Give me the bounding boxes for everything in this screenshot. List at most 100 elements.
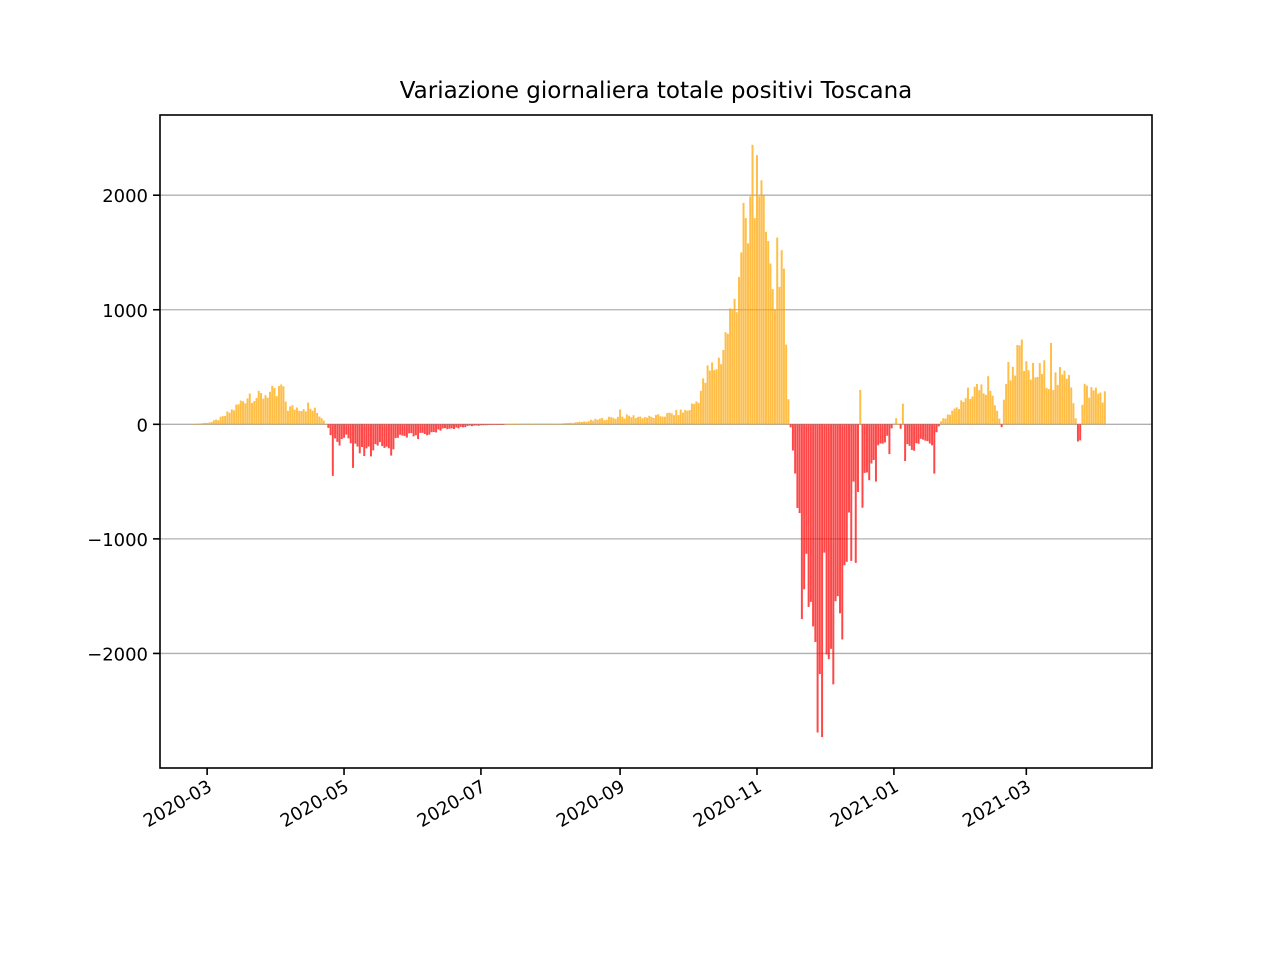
bar <box>383 424 386 448</box>
bar <box>704 382 707 425</box>
bar <box>295 407 298 425</box>
bar <box>870 424 873 464</box>
bar <box>358 424 361 454</box>
bar <box>363 424 366 457</box>
bar <box>215 419 218 425</box>
bar <box>982 393 985 425</box>
bar <box>906 424 909 445</box>
bar <box>668 412 671 425</box>
bar <box>226 411 229 425</box>
bar <box>392 424 395 450</box>
bar <box>722 349 725 425</box>
bar <box>1097 393 1100 425</box>
bar <box>470 424 473 427</box>
bar <box>960 400 963 425</box>
bar <box>307 402 310 425</box>
bar <box>785 344 788 425</box>
bar <box>816 424 819 733</box>
bar <box>742 202 745 425</box>
bar <box>493 424 496 425</box>
bar <box>1016 345 1019 425</box>
bar <box>807 424 810 607</box>
bar <box>309 408 312 425</box>
bar <box>479 424 482 426</box>
bar <box>922 424 925 440</box>
bar <box>251 402 254 425</box>
bar <box>724 332 727 425</box>
bar <box>513 424 516 425</box>
bar <box>839 424 842 614</box>
bar <box>1063 370 1066 425</box>
bar <box>648 415 651 425</box>
bar <box>901 403 904 425</box>
bar <box>852 424 855 482</box>
bar <box>399 424 402 435</box>
bar <box>284 401 287 425</box>
bar <box>803 424 806 590</box>
bar <box>280 384 283 425</box>
bar <box>890 424 893 429</box>
bar <box>854 424 857 563</box>
bar <box>477 424 480 426</box>
bar <box>1092 390 1095 425</box>
bar <box>1023 370 1026 425</box>
bar <box>1000 424 1003 428</box>
bar <box>603 420 606 425</box>
bar <box>576 422 579 425</box>
bar <box>740 252 743 425</box>
bar <box>352 424 355 468</box>
bar <box>834 424 837 602</box>
bar <box>634 418 637 425</box>
bar <box>904 424 907 461</box>
bar <box>361 424 363 447</box>
bar <box>825 424 828 655</box>
bar <box>419 424 422 433</box>
bar <box>859 389 862 425</box>
bar <box>821 424 824 738</box>
bar <box>340 424 343 439</box>
bar <box>989 390 992 425</box>
bar <box>462 424 464 428</box>
bar <box>616 416 619 425</box>
bar <box>212 420 215 425</box>
bar <box>798 424 801 514</box>
bar <box>1050 342 1052 425</box>
bar <box>549 423 552 425</box>
bar <box>702 378 705 425</box>
bar <box>610 417 613 425</box>
bar <box>809 424 812 602</box>
bar <box>571 423 574 425</box>
bar <box>758 196 761 425</box>
bar <box>585 421 588 425</box>
bar <box>964 398 967 425</box>
bar <box>401 424 404 436</box>
bar <box>672 415 675 425</box>
bars <box>192 144 1106 738</box>
bar <box>1005 384 1008 425</box>
bar <box>632 415 635 425</box>
bar <box>657 414 660 425</box>
bar <box>655 415 657 425</box>
bar <box>439 424 442 431</box>
bar <box>910 424 913 450</box>
bar <box>749 196 752 425</box>
bar <box>1038 363 1041 425</box>
bar <box>334 424 337 439</box>
bar <box>262 398 265 425</box>
bar <box>690 403 693 425</box>
bar <box>430 424 433 433</box>
bar <box>356 424 359 447</box>
bar <box>823 424 826 553</box>
bar <box>201 423 204 425</box>
bar <box>374 424 377 445</box>
bar <box>486 424 489 426</box>
ytick-label: −2000 <box>87 644 148 665</box>
bar <box>744 218 747 425</box>
bar <box>221 416 224 425</box>
bar <box>488 424 491 425</box>
bar <box>372 424 375 451</box>
bar <box>199 423 202 425</box>
bar <box>426 424 429 436</box>
bar <box>192 424 195 425</box>
bar <box>542 423 545 425</box>
